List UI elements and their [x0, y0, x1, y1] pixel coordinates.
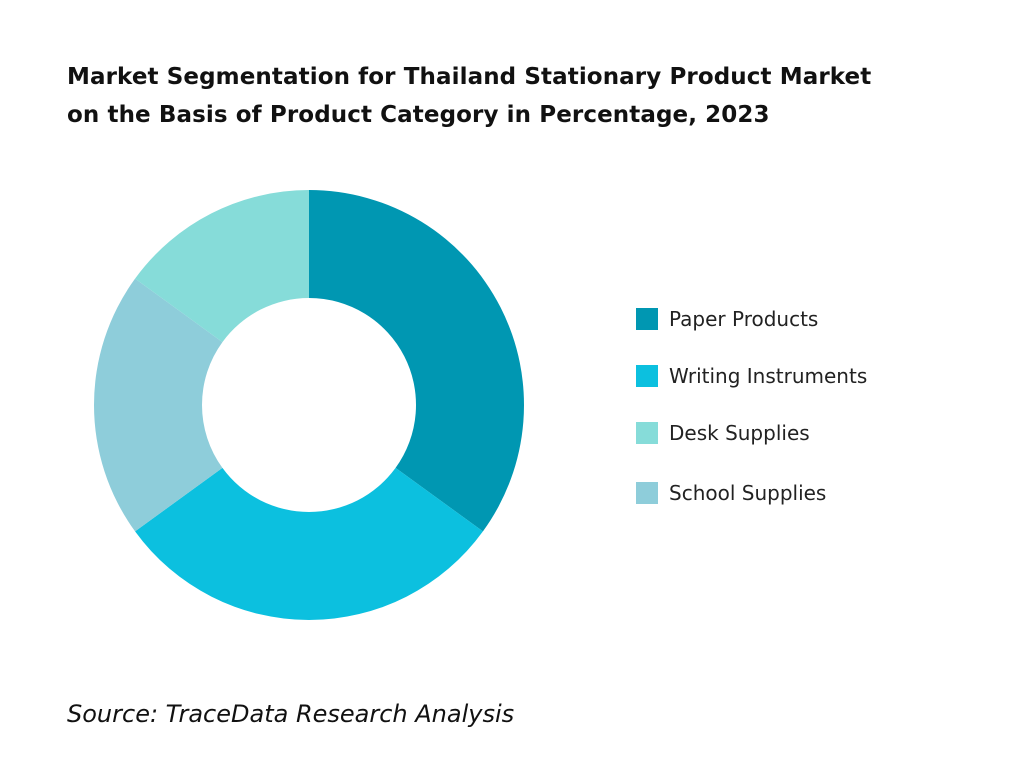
legend-label: Writing Instruments — [669, 364, 867, 388]
legend-item-paper-products: Paper Products — [636, 307, 818, 331]
slice-school-supplies — [94, 278, 223, 532]
chart-title-line-1: Market Segmentation for Thailand Station… — [67, 64, 872, 90]
legend-item-school-supplies: School Supplies — [636, 481, 826, 505]
legend-label: School Supplies — [669, 481, 826, 505]
chart-title: Market Segmentation for Thailand Station… — [67, 58, 987, 134]
legend-label: Desk Supplies — [669, 421, 810, 445]
slice-desk-supplies — [135, 190, 309, 343]
slice-paper-products — [309, 190, 524, 532]
legend-swatch — [636, 422, 658, 444]
legend-swatch — [636, 308, 658, 330]
source-note: Source: TraceData Research Analysis — [67, 700, 515, 728]
legend-swatch — [636, 365, 658, 387]
legend-item-writing-instruments: Writing Instruments — [636, 364, 867, 388]
slice-writing-instruments — [135, 467, 483, 620]
legend-label: Paper Products — [669, 307, 818, 331]
donut-slices — [94, 190, 524, 620]
legend-item-desk-supplies: Desk Supplies — [636, 421, 810, 445]
chart-title-line-2: on the Basis of Product Category in Perc… — [67, 102, 770, 128]
legend-swatch — [636, 482, 658, 504]
chart-legend: Paper Products Writing Instruments Desk Su… — [636, 307, 867, 505]
